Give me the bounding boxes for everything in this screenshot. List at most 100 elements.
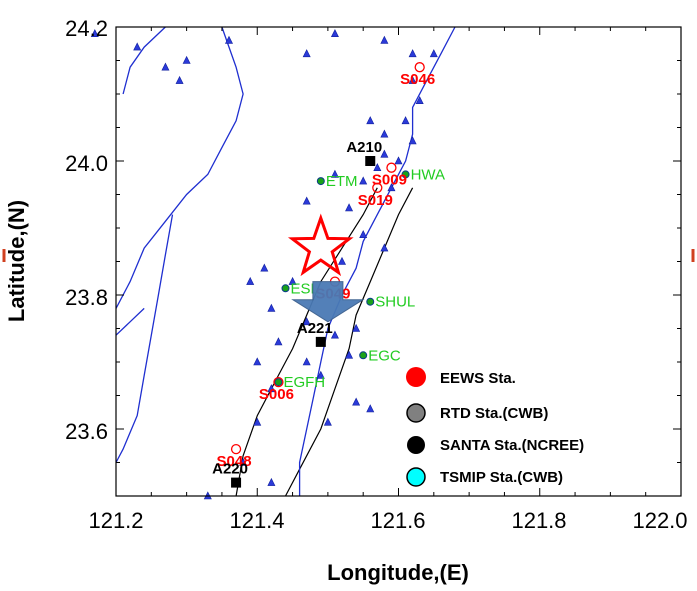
coastlines (115, 26, 456, 496)
rtd-station-marker (415, 96, 424, 104)
eews-station-marker (273, 376, 284, 388)
epicenter (287, 213, 354, 277)
santa-station-label: A220 (212, 461, 248, 478)
rtd-station-marker (373, 163, 382, 171)
santa-station-marker (315, 336, 326, 347)
rtd-station-marker (175, 75, 184, 84)
legend-marker-santa (407, 436, 425, 454)
rtd-station-marker (366, 116, 375, 125)
rtd-station-marker (267, 477, 276, 486)
coastline-4 (115, 307, 145, 336)
eews-station-marker (230, 443, 242, 455)
fault-line-1 (284, 187, 414, 497)
rtd-station-marker (387, 183, 396, 192)
rtd-station-marker (182, 55, 191, 64)
legend-marker-tsmip (406, 467, 426, 487)
rtd-station-marker (408, 49, 417, 58)
rtd-station-marker (380, 243, 389, 252)
tsmip-station-marker (274, 378, 283, 387)
rtd-station-marker (345, 350, 354, 359)
eews-stations (230, 62, 425, 455)
rtd-station-marker (330, 29, 339, 38)
rtd-station-marker (302, 196, 311, 205)
tsmip-station-marker (366, 297, 375, 306)
tsmip-station-label: EGC (368, 347, 401, 364)
legend: EEWS Sta. RTD Sta.(CWB) SANTA Sta.(NCREE… (406, 367, 584, 487)
santa-station-marker (231, 477, 242, 488)
rtd-station-marker (274, 337, 283, 346)
eews-station-label: S006 (259, 386, 294, 403)
santa-station-label: A210 (346, 139, 382, 156)
xtick-label-4: 122.0 (632, 508, 687, 533)
rtd-station-marker (288, 276, 297, 285)
rtd-station-marker (239, 457, 248, 466)
rtd-station-marker (408, 75, 417, 84)
tsmip-station-marker (401, 170, 410, 179)
legend-label-tsmip: TSMIP Sta.(CWB) (440, 469, 563, 486)
eews-station-label: S019 (358, 192, 393, 209)
santa-station-marker (365, 156, 376, 166)
rtd-station-marker (380, 129, 389, 138)
direction-arrow (291, 281, 365, 323)
axis-ticks (115, 26, 682, 497)
rtd-station-marker (359, 176, 368, 185)
rtd-station-marker (359, 230, 368, 238)
rtd-station-marker (161, 62, 170, 71)
arrow-shape (291, 281, 365, 323)
rtd-station-marker (330, 169, 339, 178)
rtd-station-marker (394, 156, 403, 165)
rtd-station-marker (253, 357, 262, 366)
coastline-0 (115, 26, 244, 309)
rtd-station-marker (323, 417, 332, 426)
xtick-label-1: 121.4 (229, 508, 284, 533)
rtd-station-marker (352, 323, 361, 332)
plot-background (116, 27, 681, 496)
eews-station-label: S048 (217, 453, 252, 470)
rtd-station-marker (225, 35, 233, 44)
rtd-station-marker (90, 29, 99, 38)
fault-line-0 (235, 187, 378, 497)
coastline-2 (115, 214, 174, 463)
epicenter-star (287, 213, 354, 277)
tsmip-stations (274, 170, 410, 387)
coastline-1 (122, 26, 166, 95)
tsmip-station-marker (359, 351, 368, 360)
eews-station-label: S009 (372, 172, 407, 189)
tsmip-station-label: EGFH (283, 374, 325, 391)
santa-stations (231, 156, 376, 488)
eews-station-marker (414, 62, 425, 73)
ytick-label-1: 23.8 (65, 285, 108, 310)
rtd-station-marker (260, 263, 269, 272)
rtd-station-marker (302, 49, 311, 58)
xtick-label-3: 121.8 (511, 508, 566, 533)
ytick-label-3: 24.2 (65, 16, 108, 41)
rtd-station-marker (429, 49, 438, 58)
ytick-label-2: 24.0 (65, 151, 108, 176)
tsmip-station-label: HWA (411, 166, 445, 183)
xtick-label-0: 121.2 (88, 508, 143, 533)
station-labels: ETMHWAESLSHULEGCEGFHS046S009S019S049S006… (212, 71, 445, 477)
rtd-station-marker (366, 404, 375, 413)
x-axis-title: Longitude,(E) (327, 560, 469, 585)
y-axis-title: Latitude,(N) (4, 200, 29, 322)
legend-label-eews: EEWS Sta. (440, 370, 516, 387)
ytick-label-0: 23.6 (65, 419, 108, 444)
rtd-station-marker (133, 42, 142, 51)
rtd-station-marker (302, 317, 311, 326)
rtd-station-marker (380, 35, 389, 44)
tsmip-station-label: ETM (326, 173, 358, 190)
xtick-label-2: 121.6 (370, 508, 425, 533)
santa-station-label: A221 (297, 320, 333, 337)
rtd-station-marker (302, 357, 311, 366)
rtd-station-marker (330, 330, 339, 339)
fault-lines (235, 187, 414, 497)
tsmip-station-label: SHUL (375, 294, 415, 311)
rtd-station-marker (316, 370, 325, 379)
legend-marker-eews (406, 367, 426, 387)
rtd-station-marker (246, 276, 255, 285)
eews-station-marker (372, 182, 383, 193)
eews-station-marker (386, 162, 397, 173)
tsmip-station-label: ESL (291, 280, 319, 297)
tsmip-station-marker (281, 284, 290, 293)
